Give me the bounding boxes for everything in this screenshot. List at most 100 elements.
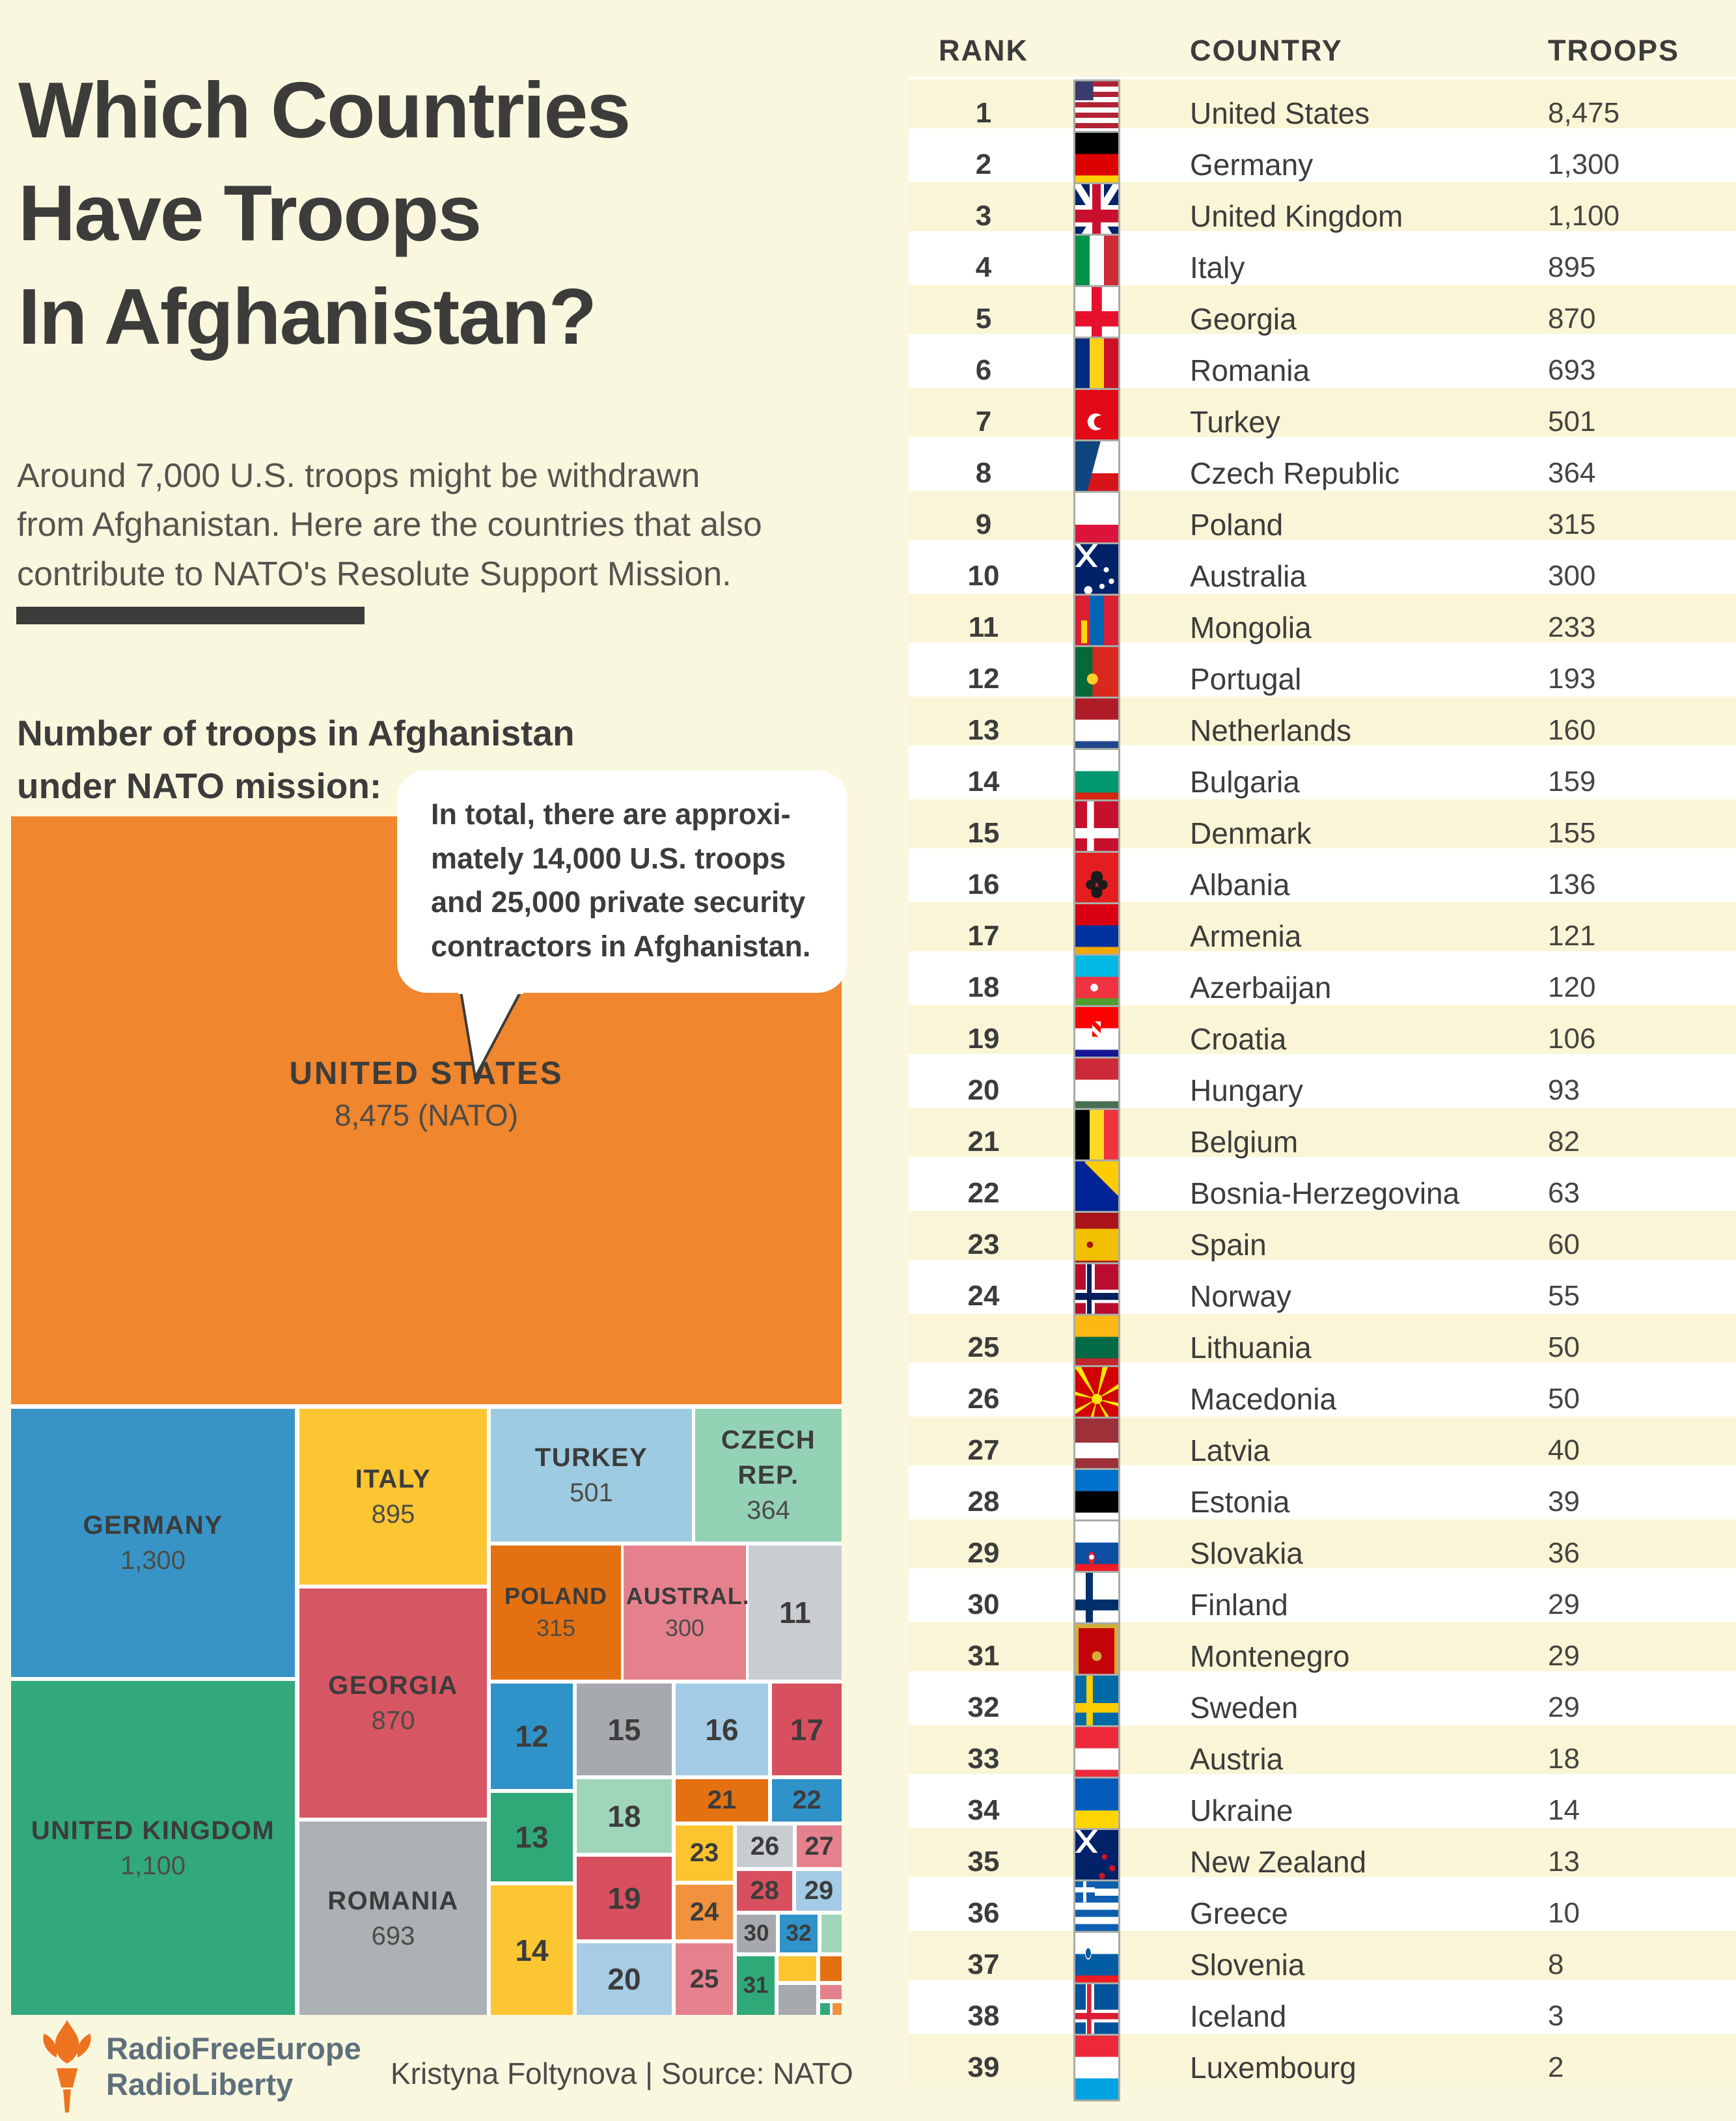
treemap-rank-number: 30 [743,1920,769,1946]
treemap-rank-number: 23 [689,1838,719,1867]
treemap-country-value: 1,300 [120,1546,186,1575]
country-cell: Azerbaijan [1190,971,1332,1005]
rank-cell: 2 [975,148,992,180]
table-row-bosnia-herzegovina: 22 Bosnia-Herzegovina 63 [909,1157,1736,1227]
treemap-block-hungary: 20 [577,1943,672,2015]
rank-cell: 9 [975,508,992,540]
subtitle: Around 7,000 U.S. troops might be withdr… [17,452,902,599]
country-cell: Romania [1190,353,1310,387]
treemap-block-romania: ROMANIA 693 [299,1822,487,2015]
table-row-albania: 16 Albania 136 [909,848,1736,919]
table-row-czech-republic: 8 Czech Republic 364 [909,437,1736,507]
troops-cell: 155 [1548,817,1596,849]
page-title: Which Countries Have Troops In Afghanist… [18,59,890,368]
rank-cell: 4 [975,251,992,283]
table-row-croatia: 19 Croatia 106 [909,1003,1736,1073]
treemap-block-poland: POLAND 315 [491,1546,621,1680]
table-body: 1 United States 8,475 2 Germany 1,300 3 United … [909,77,1736,2101]
country-cell: Italy [1190,251,1245,284]
title-line: In Afghanistan? [18,271,597,361]
country-cell: New Zealand [1190,1845,1367,1879]
troops-cell: 8 [1548,1948,1564,1980]
rank-cell: 14 [967,766,1000,797]
callout-line: In total, there are approxi- [431,797,791,831]
troops-cell: 120 [1548,971,1596,1003]
treemap-rank-number: 20 [607,1962,641,1996]
country-cell: Norway [1190,1279,1291,1313]
callout-line: and 25,000 private security [431,885,806,919]
treemap-block-greece [778,1985,816,2015]
treemap-country-value: 1,100 [120,1851,186,1880]
treemap-block-austria [821,1915,842,1952]
troops-cell: 55 [1548,1280,1580,1312]
rank-cell: 28 [967,1486,1000,1518]
rank-cell: 35 [967,1846,1000,1878]
treemap-block-georgia: GEORGIA 870 [299,1588,487,1818]
treemap-block-turkey: TURKEY 501 [491,1409,692,1542]
treemap-block-bulgaria: 14 [491,1885,573,2015]
country-cell: Germany [1190,148,1314,182]
treemap-block-belgium: 21 [676,1779,768,1822]
troops-cell: 29 [1548,1640,1580,1672]
troops-cell: 315 [1548,508,1596,540]
country-cell: Albania [1190,868,1290,902]
treemap-block-germany: GERMANY 1,300 [11,1409,295,1677]
country-cell: United States [1190,96,1370,130]
country-cell: Finland [1190,1588,1288,1622]
treemap-block-slovakia: 29 [796,1871,842,1911]
rank-cell: 29 [967,1537,1000,1569]
troops-cell: 895 [1548,251,1596,283]
country-cell: Poland [1190,508,1284,542]
country-cell: Montenegro [1190,1639,1350,1673]
treemap-rank-number: 11 [779,1596,811,1629]
subtitle-line: contribute to NATO's Resolute Support Mi… [17,555,732,593]
callout-line: mately 14,000 U.S. troops [431,841,786,875]
rank-cell: 22 [967,1177,1000,1209]
table-row-turkey: 7 Turkey 501 [909,385,1736,456]
treemap-label: TURKEY 501 [491,1409,692,1542]
subtitle-line: from Afghanistan. Here are the countries… [17,506,762,544]
troops-cell: 193 [1548,663,1596,695]
treemap-rank-number: 31 [743,1973,769,1998]
troops-cell: 159 [1548,766,1596,797]
treemap-country-value: 300 [665,1615,705,1641]
troops-cell: 693 [1548,354,1596,386]
table-row-united-states: 1 United States 8,475 [909,77,1736,147]
callout-bubble: In total, there are approxi- mately 14,0… [397,770,847,1080]
country-cell: Iceland [1190,1999,1287,2033]
troops-cell: 50 [1548,1383,1580,1415]
table-row-new-zealand: 35 New Zealand 13 [909,1825,1736,1896]
troops-cell: 18 [1548,1743,1580,1775]
treemap-block-new-zealand [820,1956,842,1981]
table-row-greece: 36 Greece 10 [909,1877,1736,1947]
table-row-denmark: 15 Denmark 155 [909,797,1736,867]
treemap-block-norway: 24 [676,1885,733,1939]
rank-cell: 30 [967,1588,1000,1620]
column-header-country: COUNTRY [1190,34,1343,67]
table-row-germany: 2 Germany 1,300 [909,128,1736,199]
country-cell: Latvia [1190,1434,1270,1467]
chart-section-heading: Number of troops in Afghanistan under NA… [17,707,575,813]
table-row-latvia: 27 Latvia 40 [909,1414,1736,1484]
rank-cell: 39 [967,2051,1000,2083]
troops-cell: 1,300 [1548,148,1620,180]
logo-line-1: RadioFreeEurope [106,2031,361,2066]
country-cell: Australia [1190,559,1306,593]
treemap-rank-number: 21 [707,1786,737,1814]
troops-cell: 106 [1548,1023,1596,1055]
treemap-country-name: ITALY [355,1465,432,1493]
table-row-azerbaijan: 18 Azerbaijan 120 [909,951,1736,1021]
rank-cell: 36 [967,1897,1000,1929]
rank-cell: 1 [975,97,992,129]
treemap-label: UNITED KINGDOM 1,100 [11,1681,295,2015]
treemap-block-montenegro: 31 [737,1956,775,2015]
table-row-netherlands: 13 Netherlands 160 [909,694,1736,764]
treemap-country-name: GEORGIA [328,1671,458,1700]
treemap-label: GERMANY 1,300 [11,1409,295,1677]
country-cell: Netherlands [1190,714,1352,747]
treemap-block-bosnia-herzegovina: 22 [772,1779,842,1822]
table-row-georgia: 5 Georgia 870 [909,283,1736,353]
country-cell: Belgium [1190,1125,1299,1159]
treemap-block-united-kingdom: UNITED KINGDOM 1,100 [11,1681,295,2015]
